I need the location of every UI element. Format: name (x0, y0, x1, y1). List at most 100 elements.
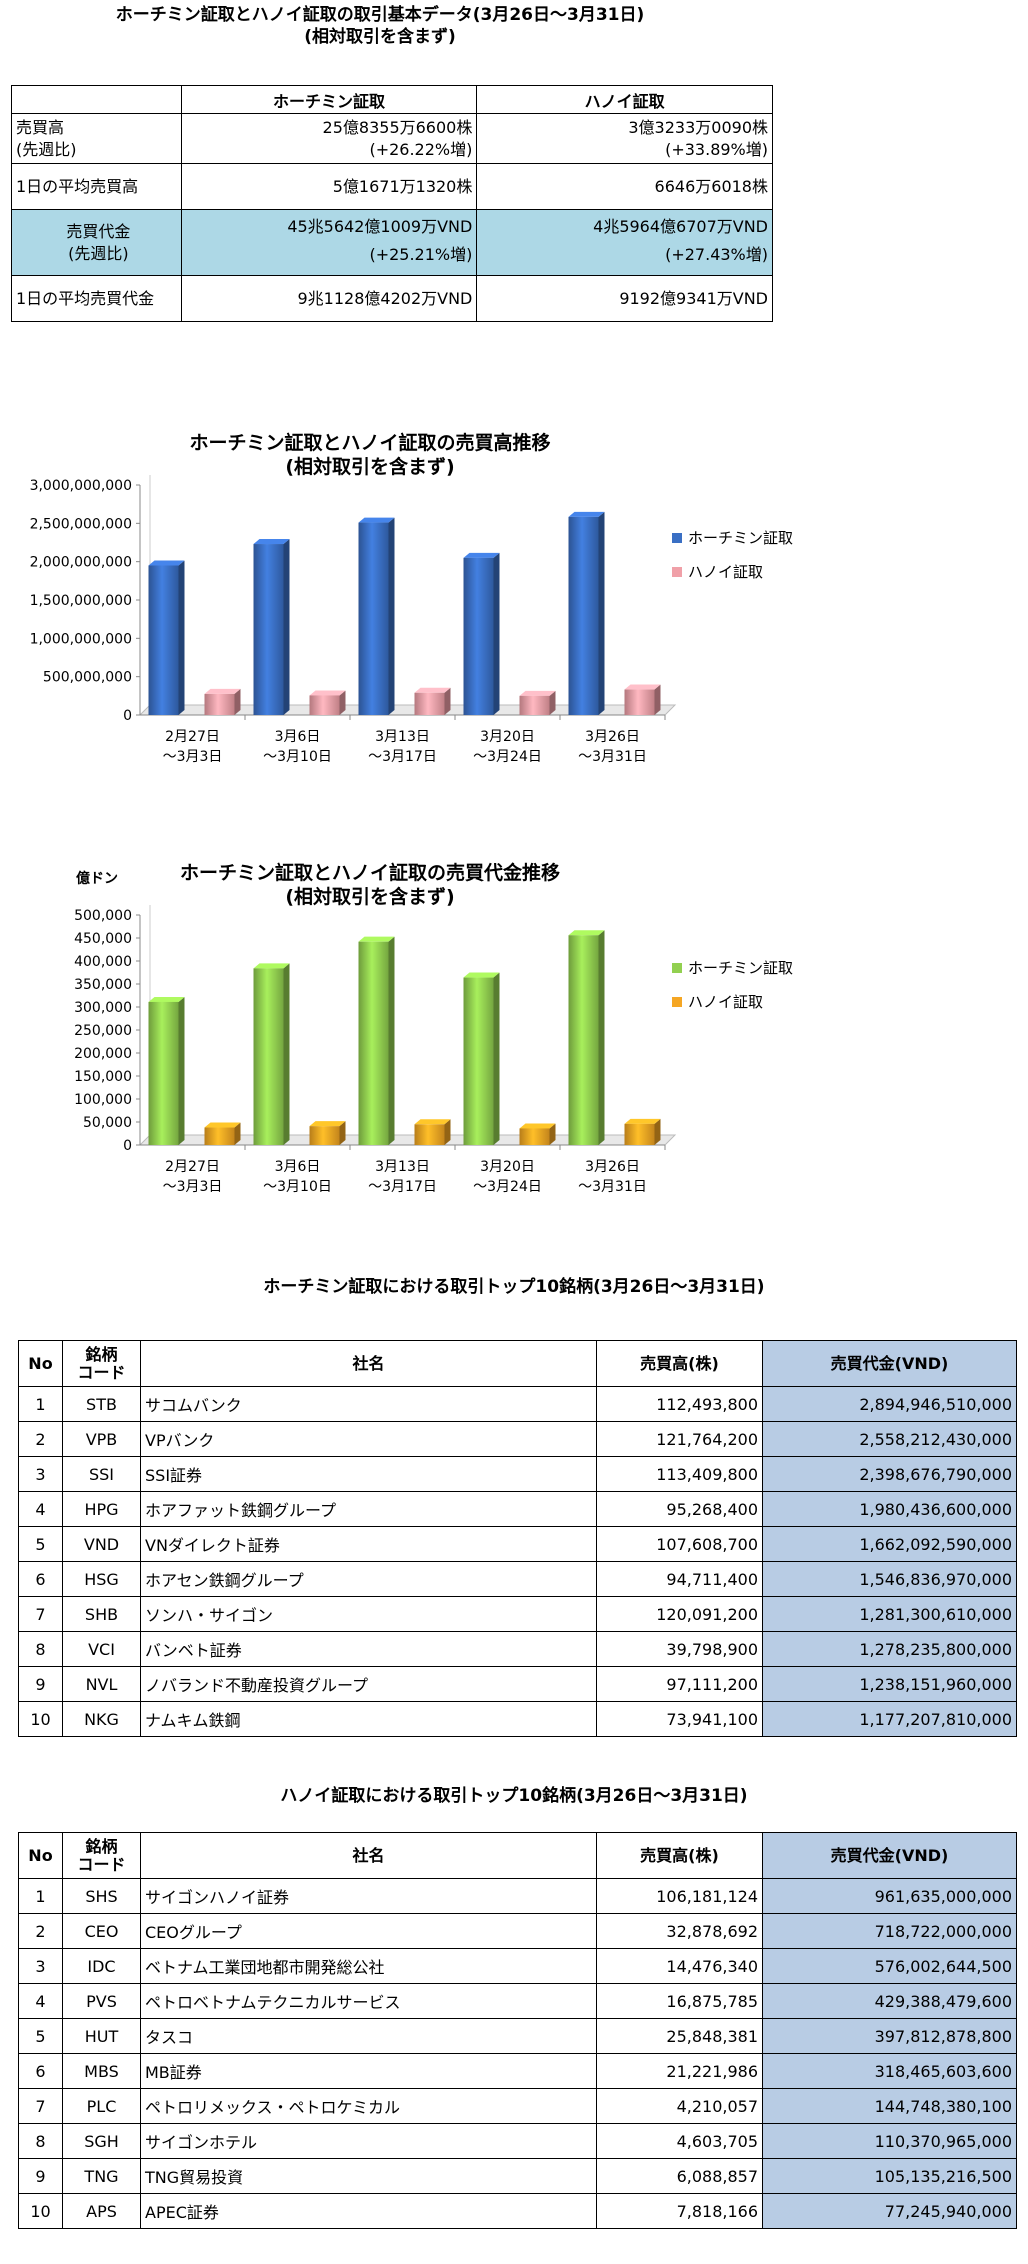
summary-label: 1日の平均売買高 (11, 163, 182, 210)
x-tick-label: 〜3月10日 (263, 749, 332, 765)
y-tick-label: 500,000 (74, 908, 132, 924)
x-tick-label: 〜3月31日 (578, 1179, 647, 1195)
rank-code: SHB (62, 1596, 141, 1632)
x-tick-label: 3月20日 (480, 1159, 535, 1175)
y-tick-label: 400,000 (74, 954, 132, 970)
rank-volume: 16,875,785 (596, 1983, 763, 2019)
rank-company-name: VPバンク (140, 1421, 597, 1457)
summary-header-hn: ハノイ証取 (476, 85, 773, 114)
amount-chart-svg: ホーチミン証取とハノイ証取の売買代金推移(相対取引を含まず) 億ドン 0 50,000… (74, 861, 793, 1195)
rank-code: HUT (62, 2018, 141, 2054)
rank-no: 8 (18, 2123, 63, 2159)
rank-no: 4 (18, 1491, 63, 1527)
summary-title-line1: ホーチミン証取とハノイ証取の取引基本データ(3月26日〜3月31日) (115, 5, 645, 25)
rank-code: CEO (62, 1913, 141, 1949)
y-tick-label: 1,000,000,000 (30, 631, 132, 647)
rank-company-name: バンベト証券 (140, 1631, 597, 1667)
summary-row-volume: 売買高 (先週比) 25億8355万6600株 (+26.22%増) 3億323… (11, 113, 773, 164)
rank-company-name: ホアファット鉄鋼グループ (140, 1491, 597, 1527)
summary-value-hn: 3億3233万0090株 (+33.89%増) (476, 113, 773, 164)
header-volume: 売買高(株) (596, 1340, 763, 1387)
bar (463, 972, 500, 1145)
table-row: 10 NKG ナムキム鉄鋼 73,941,100 1,177,207,810,000 (18, 1701, 1017, 1737)
rank-volume: 94,711,400 (596, 1561, 763, 1597)
rank-volume: 113,409,800 (596, 1456, 763, 1492)
y-tick-label: 1,500,000,000 (30, 593, 132, 609)
y-tick-label: 100,000 (74, 1092, 132, 1108)
header-no: No (18, 1832, 63, 1879)
table-row: 2 VPB VPバンク 121,764,200 2,558,212,430,000 (18, 1421, 1017, 1457)
chart-title: ホーチミン証取とハノイ証取の売買高推移 (189, 431, 550, 454)
x-tick-label: 2月27日 (165, 729, 220, 745)
rank-company-name: SSI証券 (140, 1456, 597, 1492)
rank-code: PVS (62, 1983, 141, 2019)
summary-row-avg-volume: 1日の平均売買高 5億1671万1320株 6646万6018株 (11, 163, 773, 210)
rank-volume: 95,268,400 (596, 1491, 763, 1527)
table-row: 5 VND VNダイレクト証券 107,608,700 1,662,092,590,00… (18, 1526, 1017, 1562)
bar (568, 511, 605, 715)
y-tick-label: 200,000 (74, 1046, 132, 1062)
bar (624, 1118, 661, 1145)
table-row: 6 HSG ホアセン鉄鋼グループ 94,711,400 1,546,836,970,00… (18, 1561, 1017, 1597)
y-tick-label: 350,000 (74, 977, 132, 993)
hn-rank-title: ハノイ証取における取引トップ10銘柄(3月26日〜3月31日) (280, 1786, 748, 1806)
rank-company-name: ソンハ・サイゴン (140, 1596, 597, 1632)
table-row: 7 SHB ソンハ・サイゴン 120,091,200 1,281,300,610,000 (18, 1596, 1017, 1632)
rank-code: SGH (62, 2123, 141, 2159)
x-tick-label: 2月27日 (165, 1159, 220, 1175)
summary-value-hn: 9192億9341万VND (476, 275, 773, 322)
x-tick-label: 〜3月3日 (163, 1179, 223, 1195)
header-amount: 売買代金(VND) (762, 1340, 1017, 1387)
chart-subtitle: (相対取引を含まず) (285, 455, 454, 478)
bar (463, 552, 500, 715)
rank-no: 10 (18, 1701, 63, 1737)
rank-company-name: ベトナム工業団地都市開発総公社 (140, 1948, 597, 1984)
bar (204, 1122, 241, 1145)
table-row: 9 TNG TNG貿易投資 6,088,857 105,135,216,500 (18, 2158, 1017, 2194)
table-row: 7 PLC ペトロリメックス・ペトロケミカル 4,210,057 144,748,380… (18, 2088, 1017, 2124)
y-tick-label: 500,000,000 (43, 670, 132, 686)
summary-label: 1日の平均売買代金 (11, 275, 182, 322)
rank-no: 7 (18, 2088, 63, 2124)
y-tick-label: 3,000,000,000 (30, 478, 132, 494)
rank-company-name: VNダイレクト証券 (140, 1526, 597, 1562)
x-tick-label: 3月26日 (585, 729, 640, 745)
x-tick-label: 3月13日 (375, 1159, 430, 1175)
header-name: 社名 (140, 1832, 597, 1879)
rank-no: 8 (18, 1631, 63, 1667)
rank-no: 7 (18, 1596, 63, 1632)
legend-swatch (672, 567, 682, 577)
summary-value-hn: 6646万6018株 (476, 163, 773, 210)
summary-value-hcm: 45兆5642億1009万VND (+25.21%増) (180, 209, 478, 276)
rank-amount: 1,546,836,970,000 (762, 1561, 1017, 1597)
table-row: 1 SHS サイゴンハノイ証券 106,181,124 961,635,000,000 (18, 1878, 1017, 1914)
bar (624, 684, 661, 715)
header-volume: 売買高(株) (596, 1832, 763, 1879)
hcm-rank-table: No 銘柄 コード 社名 売買高(株) 売買代金(VND) 1 STB サコムバンク 1… (18, 1340, 1017, 1737)
summary-label: 売買代金 (先週比) (11, 209, 182, 276)
rank-amount: 1,278,235,800,000 (762, 1631, 1017, 1667)
x-tick-label: 〜3月31日 (578, 749, 647, 765)
summary-row-amount: 売買代金 (先週比) 45兆5642億1009万VND (+25.21%増) 4… (11, 209, 773, 276)
chart-subtitle: (相対取引を含まず) (285, 885, 454, 908)
rank-company-name: ホアセン鉄鋼グループ (140, 1561, 597, 1597)
header-amount: 売買代金(VND) (762, 1832, 1017, 1879)
bar (148, 996, 185, 1145)
hcm-rank-title: ホーチミン証取における取引トップ10銘柄(3月26日〜3月31日) (263, 1277, 765, 1297)
rank-no: 6 (18, 1561, 63, 1597)
rank-company-name: ナムキム鉄鋼 (140, 1701, 597, 1737)
rank-volume: 7,818,166 (596, 2193, 763, 2229)
rank-code: NVL (62, 1666, 141, 1702)
header-code: 銘柄 コード (62, 1832, 141, 1879)
rank-company-name: サイゴンホテル (140, 2123, 597, 2159)
rank-code: HSG (62, 1561, 141, 1597)
rank-no: 4 (18, 1983, 63, 2019)
hn-rank-header: No 銘柄 コード 社名 売買高(株) 売買代金(VND) (18, 1832, 1017, 1879)
y-tick-label: 250,000 (74, 1023, 132, 1039)
bar (519, 1123, 556, 1145)
rank-amount: 718,722,000,000 (762, 1913, 1017, 1949)
summary-title: ホーチミン証取とハノイ証取の取引基本データ(3月26日〜3月31日) (相対取引… (0, 4, 760, 48)
summary-title-line2: (相対取引を含まず) (304, 27, 456, 47)
rank-no: 10 (18, 2193, 63, 2229)
x-tick-label: 〜3月10日 (263, 1179, 332, 1195)
